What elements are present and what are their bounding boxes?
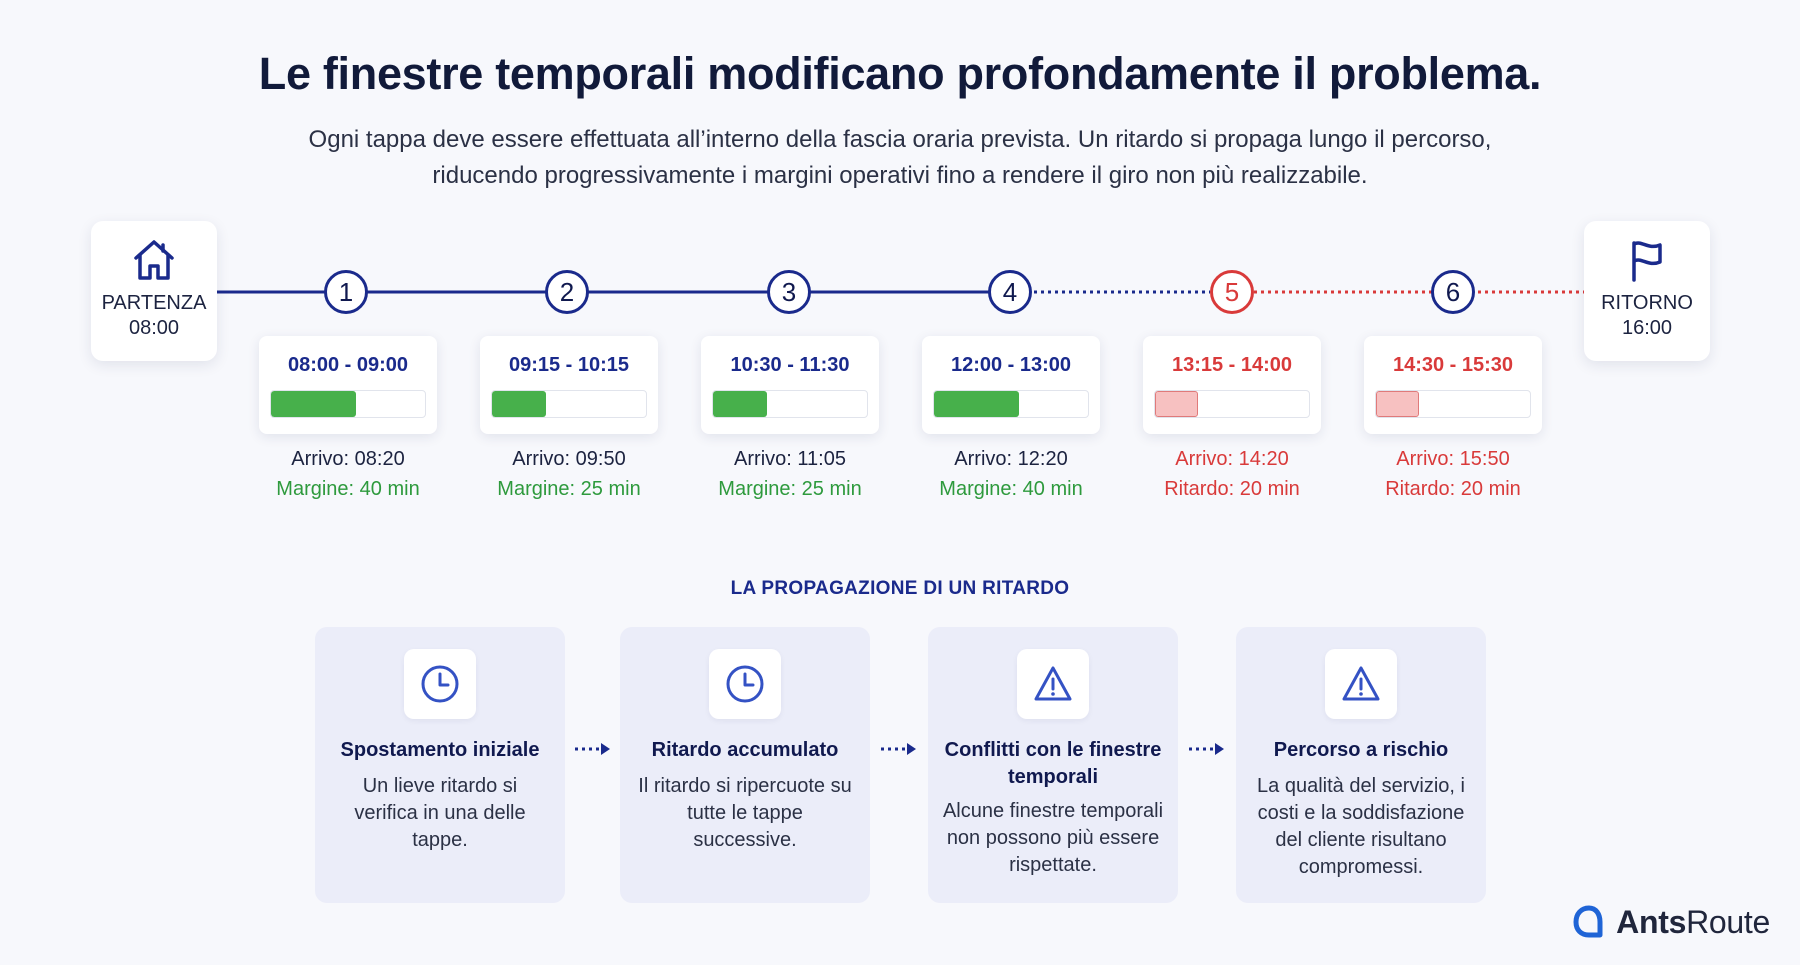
- warning-icon: [1034, 666, 1072, 701]
- propagation-step-1: Spostamento iniziale Un lieve ritardo si…: [315, 627, 565, 903]
- step-3-desc: Alcune finestre temporali non possono pi…: [942, 800, 1164, 876]
- stop-5-window-card: 13:15 - 14:00: [1143, 336, 1321, 434]
- subtitle-line-2: riducendo progressivamente i margini ope…: [432, 162, 1368, 189]
- stop-1-margin: Margine: 40 min: [276, 478, 420, 500]
- step-3-icon-box: [1017, 649, 1089, 719]
- stop-6-window: 14:30 - 15:30: [1392, 354, 1514, 376]
- step-2-icon-box: [709, 649, 781, 719]
- stop-4-arrival: Arrivo: 12:20: [954, 448, 1068, 470]
- stop-3-window-card: 10:30 - 11:30: [701, 336, 879, 434]
- propagation-step-2: Ritardo accumulato Il ritardo si ripercu…: [620, 627, 870, 903]
- start-label: PARTENZA: [101, 292, 207, 314]
- end-endpoint: RITORNO 16:00: [1584, 221, 1710, 361]
- clock-icon: [421, 665, 459, 703]
- stop-3-window: 10:30 - 11:30: [730, 354, 850, 376]
- step-1-icon-box: [404, 649, 476, 719]
- connector-arrow-2: [881, 743, 916, 755]
- stop-3-arrival: Arrivo: 11:05: [734, 448, 846, 470]
- stop-4-margin: Margine: 40 min: [939, 478, 1083, 500]
- stop-2-window-bar: [491, 390, 647, 418]
- flag-icon: [1632, 241, 1662, 282]
- step-2-desc: Il ritardo si ripercuote su tutte le tap…: [638, 775, 852, 851]
- stop-5-info: Arrivo: 14:20 Ritardo: 20 min: [1122, 444, 1342, 504]
- propagation-heading: LA PROPAGAZIONE DI UN RITARDO: [730, 578, 1070, 599]
- step-4-desc: La qualità del servizio, i costi e la so…: [1257, 775, 1465, 878]
- subtitle-line-1: Ogni tappa deve essere effettuata all’in…: [308, 126, 1492, 153]
- stop-6-delay: Ritardo: 20 min: [1385, 478, 1521, 500]
- stop-5-window: 13:15 - 14:00: [1171, 354, 1293, 376]
- stop-1-window-bar: [270, 390, 426, 418]
- antsroute-logo-icon: [1573, 905, 1603, 938]
- brand-name: AntsRoute: [1616, 904, 1770, 941]
- stop-1-window: 08:00 - 09:00: [287, 354, 409, 376]
- stop-3-margin: Margine: 25 min: [718, 478, 862, 500]
- stop-6-window-bar: [1375, 390, 1531, 418]
- stop-3-info: Arrivo: 11:05 Margine: 25 min: [680, 444, 900, 504]
- end-label: RITORNO: [1601, 292, 1693, 314]
- step-2-title: Ritardo accumulato: [651, 739, 839, 761]
- home-icon: [134, 240, 174, 280]
- stop-5-circle: 5: [1210, 270, 1254, 314]
- stop-6-window-card: 14:30 - 15:30: [1364, 336, 1542, 434]
- stop-5-delay: Ritardo: 20 min: [1164, 478, 1300, 500]
- stop-1-circle: 1: [324, 270, 368, 314]
- stop-1-window-fill: [271, 391, 356, 417]
- stop-6-info: Arrivo: 15:50 Ritardo: 20 min: [1343, 444, 1563, 504]
- connector-arrow-3: [1189, 743, 1224, 755]
- stop-3-circle: 3: [767, 270, 811, 314]
- stop-1-window-card: 08:00 - 09:00: [259, 336, 437, 434]
- step-4-title: Percorso a rischio: [1273, 739, 1449, 761]
- stop-5-window-bar: [1154, 390, 1310, 418]
- brand-name-light: Route: [1686, 903, 1770, 940]
- stop-2-window: 09:15 - 10:15: [508, 354, 630, 376]
- stop-4-window: 12:00 - 13:00: [950, 354, 1072, 376]
- step-4-icon-box: [1325, 649, 1397, 719]
- stop-3-window-fill: [713, 391, 767, 417]
- clock-icon: [726, 665, 764, 703]
- step-1-title: Spostamento iniziale: [340, 739, 540, 761]
- step-3-title: Conflitti con le finestre temporali: [944, 739, 1162, 788]
- warning-icon: [1342, 666, 1380, 701]
- stop-1-info: Arrivo: 08:20 Margine: 40 min: [238, 444, 458, 504]
- propagation-step-4: Percorso a rischio La qualità del serviz…: [1236, 627, 1486, 903]
- stop-5-arrival: Arrivo: 14:20: [1175, 448, 1289, 470]
- brand-name-bold: Ants: [1616, 903, 1687, 940]
- stop-2-window-fill: [492, 391, 546, 417]
- start-time: 08:00: [128, 317, 180, 339]
- page-title: Le finestre temporali modificano profond…: [258, 48, 1542, 99]
- stop-6-circle: 6: [1431, 270, 1475, 314]
- stop-2-window-card: 09:15 - 10:15: [480, 336, 658, 434]
- start-endpoint: PARTENZA 08:00: [91, 221, 217, 361]
- end-time: 16:00: [1621, 317, 1673, 339]
- stop-4-window-card: 12:00 - 13:00: [922, 336, 1100, 434]
- propagation-step-3: Conflitti con le finestre temporali Alcu…: [928, 627, 1178, 903]
- stop-2-arrival: Arrivo: 09:50: [512, 448, 626, 470]
- stop-6-arrival: Arrivo: 15:50: [1396, 448, 1510, 470]
- stop-1-arrival: Arrivo: 08:20: [291, 448, 405, 470]
- step-1-desc: Un lieve ritardo si verifica in una dell…: [354, 775, 526, 851]
- stop-4-window-fill: [934, 391, 1019, 417]
- brand-logo: AntsRoute: [1572, 902, 1770, 942]
- page-subtitle: Ogni tappa deve essere effettuata all’in…: [250, 122, 1550, 194]
- stop-4-info: Arrivo: 12:20 Margine: 40 min: [901, 444, 1121, 504]
- stop-6-window-fill: [1376, 391, 1420, 417]
- stop-2-margin: Margine: 25 min: [497, 478, 641, 500]
- stop-5-window-fill: [1155, 391, 1199, 417]
- stop-2-circle: 2: [545, 270, 589, 314]
- stop-3-window-bar: [712, 390, 868, 418]
- stop-2-info: Arrivo: 09:50 Margine: 25 min: [459, 444, 679, 504]
- stop-4-circle: 4: [988, 270, 1032, 314]
- connector-arrow-1: [575, 743, 610, 755]
- stop-4-window-bar: [933, 390, 1089, 418]
